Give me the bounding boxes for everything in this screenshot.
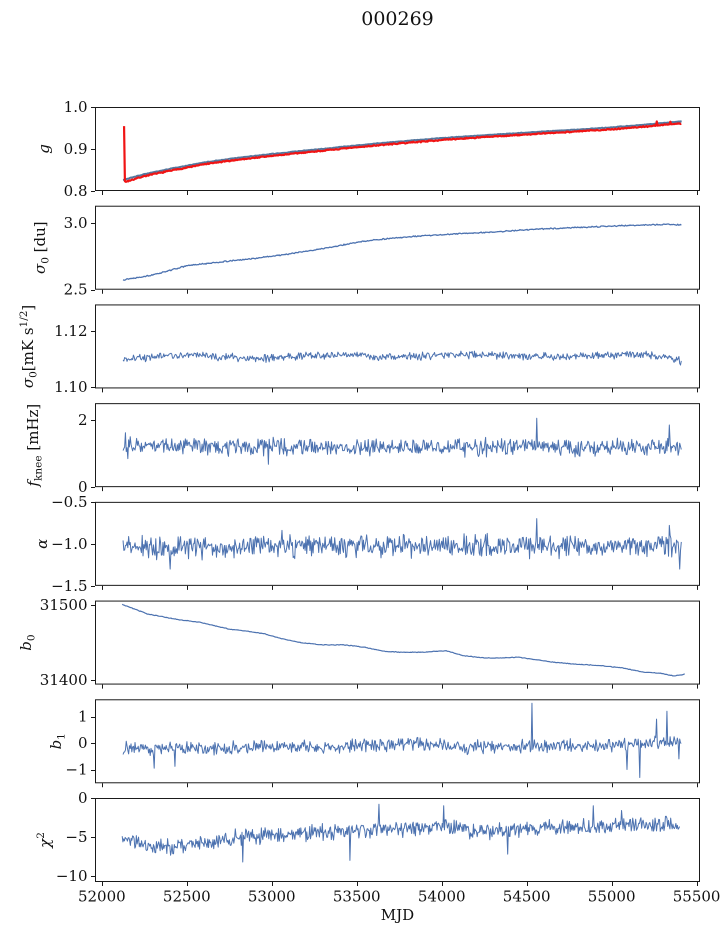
- x-axis-label: MJD: [380, 906, 415, 924]
- figure-title: 000269: [361, 8, 434, 30]
